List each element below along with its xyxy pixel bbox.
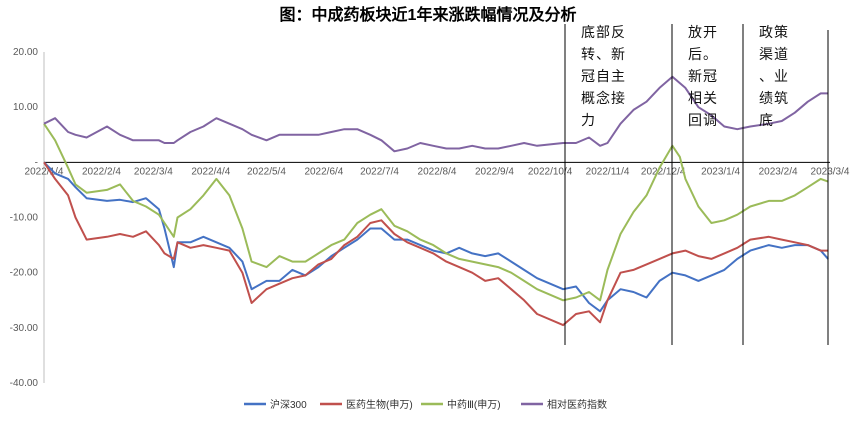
legend-label: 相对医药指数: [547, 398, 607, 411]
y-tick-label: 20.00: [13, 47, 38, 58]
x-tick-label: 2022/4/4: [191, 166, 230, 177]
x-tick-label: 2022/6/4: [304, 166, 343, 177]
annotation-text: 后。: [688, 47, 718, 63]
x-tick-label: 2022/10/4: [528, 166, 573, 177]
annotation-text: 转、新: [581, 47, 626, 63]
x-tick-label: 2022/2/4: [82, 166, 121, 177]
y-tick-label: -10.00: [10, 213, 39, 224]
series-line-3: [43, 123, 829, 302]
y-tick-label: -: [35, 157, 38, 168]
x-tick-label: 2022/1/4: [25, 166, 64, 177]
y-tick-label: -40.00: [10, 378, 39, 389]
x-tick-label: 2022/11/4: [586, 166, 630, 177]
x-tick-label: 2022/12/4: [641, 166, 686, 177]
x-tick-label: 2022/8/4: [418, 166, 457, 177]
annotation-text: 概念接: [581, 90, 626, 107]
x-tick-label: 2023/1/4: [701, 166, 740, 177]
x-tick-label: 2022/5/4: [247, 166, 286, 177]
legend-label: 中药Ⅲ(申万): [447, 398, 501, 411]
annotation-text: 冠自主: [581, 69, 626, 85]
annotation-text: 力: [581, 113, 596, 129]
annotation-text: 渠道: [759, 47, 789, 63]
x-tick-label: 2023/3/4: [811, 166, 850, 177]
series-line-2: [43, 161, 829, 327]
x-tick-label: 2022/3/4: [134, 166, 173, 177]
annotation-text: 绩筑: [759, 91, 789, 107]
annotation-text: 底: [759, 113, 774, 129]
x-tick-label: 2023/2/4: [759, 166, 798, 177]
legend-label: 沪深300: [270, 398, 307, 411]
legend-label: 医药生物(申万): [346, 398, 413, 411]
annotation-text: 回调: [688, 113, 718, 129]
x-axis: 2022/1/4 2022/2/4 2022/3/4 2022/4/4 2022/5/4…: [25, 161, 850, 177]
chart-title: 图：中成药板块近1年来涨跌幅情况及分析: [280, 5, 577, 24]
series-line-1: [43, 161, 829, 313]
annotation-text: 、业: [759, 69, 789, 85]
y-axis: 20.00 10.00 - -10.00 -20.00 -30.00 -40.00: [10, 47, 45, 389]
annotation-text: 新冠: [688, 69, 718, 85]
series-layer: [43, 75, 829, 327]
annotation-text: 政策: [759, 24, 789, 41]
legend: 沪深300 医药生物(申万) 中药Ⅲ(申万) 相对医药指数: [244, 398, 607, 411]
series-line-4: [43, 75, 829, 153]
annotation-text: 放开: [688, 25, 718, 41]
y-tick-label: -30.00: [10, 323, 39, 334]
y-tick-label: 10.00: [13, 102, 38, 113]
annotation-text: 相关: [688, 91, 718, 107]
y-tick-label: -20.00: [10, 268, 39, 279]
x-tick-label: 2022/7/4: [360, 166, 399, 177]
annotation-text: 底部反: [581, 25, 626, 41]
x-tick-label: 2022/9/4: [475, 166, 514, 177]
